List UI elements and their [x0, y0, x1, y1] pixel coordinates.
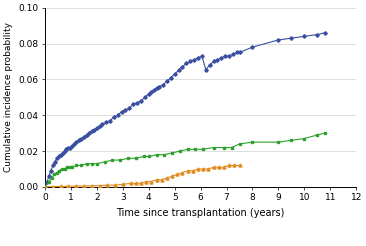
Y-axis label: Cumulative incidence probability: Cumulative incidence probability [4, 22, 13, 172]
X-axis label: Time since transplantation (years): Time since transplantation (years) [116, 208, 285, 218]
